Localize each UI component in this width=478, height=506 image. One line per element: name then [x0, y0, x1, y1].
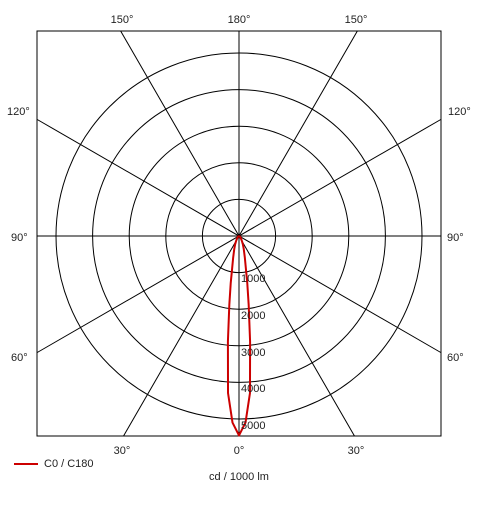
legend-swatch [14, 463, 38, 465]
radial-tick-label-4000: 4000 [241, 383, 265, 395]
angle-label-top-left: 150° [111, 14, 134, 26]
grid-ring-3000 [128, 125, 350, 347]
angle-label-left-middle: 90° [11, 232, 28, 244]
grid-circles [55, 52, 423, 420]
angle-label-top-center: 180° [228, 14, 251, 26]
grid-lines [36, 30, 442, 437]
curves [226, 235, 252, 437]
grid-ring-4000 [92, 89, 386, 383]
grid-ring-1000 [201, 198, 277, 274]
radial-tick-label-3000: 3000 [241, 347, 265, 359]
radial-tick-label-2000: 2000 [241, 310, 265, 322]
grid-spoke-150 [123, 30, 358, 437]
radial-tick-label-5000: 5000 [241, 420, 265, 432]
legend-label: C0 / C180 [44, 458, 94, 470]
angle-label-bottom-left: 30° [114, 445, 131, 457]
angle-label-bottom-center: 0° [234, 445, 245, 457]
angle-label-right-lower: 60° [447, 352, 464, 364]
angle-label-top-right: 150° [345, 14, 368, 26]
grid-spoke-30 [120, 30, 355, 437]
legend: C0 / C180 [14, 458, 94, 470]
grid-ring-5000 [55, 52, 423, 420]
angle-label-right-upper: 120° [448, 106, 471, 118]
angle-label-left-lower: 60° [11, 352, 28, 364]
series-curve-0 [226, 235, 252, 437]
radial-tick-label-1000: 1000 [241, 273, 265, 285]
angle-label-right-middle: 90° [447, 232, 464, 244]
angle-label-left-upper: 120° [7, 106, 30, 118]
unit-label: cd / 1000 lm [209, 471, 269, 483]
grid-ring-2000 [165, 162, 313, 310]
angle-label-bottom-right: 30° [348, 445, 365, 457]
